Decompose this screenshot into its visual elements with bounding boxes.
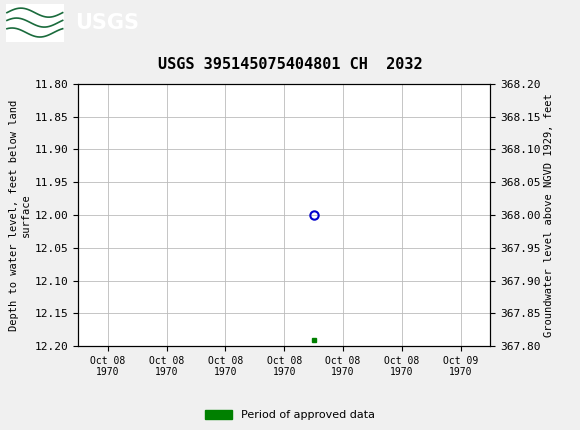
Y-axis label: Groundwater level above NGVD 1929, feet: Groundwater level above NGVD 1929, feet	[545, 93, 554, 337]
Text: USGS 395145075404801 CH  2032: USGS 395145075404801 CH 2032	[158, 57, 422, 72]
Text: USGS: USGS	[75, 12, 139, 33]
Legend: Period of approved data: Period of approved data	[205, 410, 375, 420]
Bar	[6, 3, 64, 42]
Y-axis label: Depth to water level, feet below land
surface: Depth to water level, feet below land su…	[9, 99, 31, 331]
